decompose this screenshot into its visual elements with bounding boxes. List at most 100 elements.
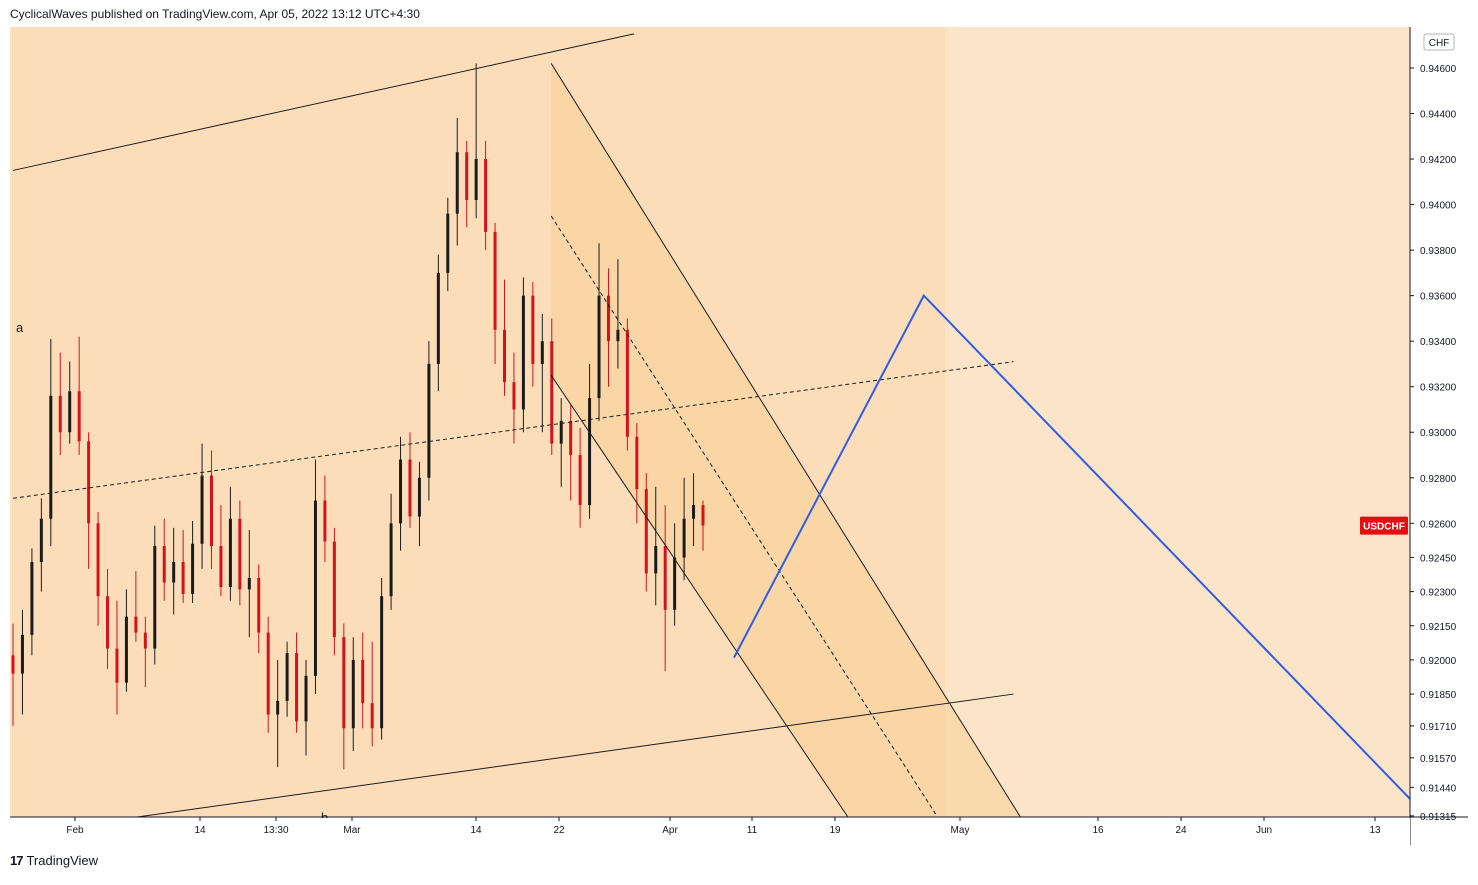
candle-body xyxy=(68,391,72,433)
currency-box xyxy=(1423,33,1455,51)
candle-body xyxy=(124,616,128,683)
price-tick-label: 0.91315 xyxy=(1420,812,1457,823)
candle-body xyxy=(323,500,327,542)
candles xyxy=(11,63,705,770)
candle-body xyxy=(342,637,346,729)
price-tick-label: 0.91440 xyxy=(1420,783,1457,794)
time-tick-label: 22 xyxy=(553,825,565,836)
candle-body xyxy=(58,395,62,433)
price-tick-label: 0.92300 xyxy=(1420,588,1457,599)
tradingview-logo[interactable]: 17 TradingView xyxy=(10,853,98,868)
price-tick-label: 0.91850 xyxy=(1420,690,1457,701)
candle-body xyxy=(20,634,24,674)
symbol-price-badge[interactable] xyxy=(1360,516,1408,535)
axes: CHF 0.94600 0.94400 0.94200 0.94000 0.93800 0.… xyxy=(10,27,1468,846)
price-tick-label: 0.93800 xyxy=(1420,246,1457,257)
price-tick-label: 0.94400 xyxy=(1420,110,1457,121)
wide-channel-lower-line xyxy=(137,693,1014,818)
candle-body xyxy=(512,382,516,410)
down-channel-lower-line xyxy=(550,375,849,818)
price-tick-label: 0.92450 xyxy=(1420,553,1457,564)
candle-body xyxy=(332,541,336,638)
candle-body xyxy=(455,152,459,214)
time-tick-label: 11 xyxy=(747,825,758,836)
candle-body xyxy=(172,562,176,583)
candle-body xyxy=(247,577,251,590)
candle-body xyxy=(11,655,15,674)
candle-body xyxy=(238,518,242,590)
candle-body xyxy=(285,653,289,701)
candle-body xyxy=(115,648,119,683)
price-tick-label: 0.93400 xyxy=(1420,337,1457,348)
candle-body xyxy=(436,272,440,364)
time-tick-label: 24 xyxy=(1175,825,1187,836)
price-tick-label: 0.92000 xyxy=(1420,656,1457,667)
candle-body xyxy=(313,500,317,676)
currency-label: CHF xyxy=(1429,38,1450,49)
wave-label-a: a xyxy=(16,320,24,335)
candle-body xyxy=(493,231,497,330)
projection-path xyxy=(733,293,1429,818)
candle-body xyxy=(503,329,507,383)
candle-body xyxy=(606,295,610,342)
candle-body xyxy=(521,295,525,410)
time-tick-label: 16 xyxy=(1092,825,1104,836)
candle-body xyxy=(162,546,166,583)
time-tick-label: 19 xyxy=(829,825,841,836)
candle-body xyxy=(30,562,34,635)
candle-body xyxy=(219,546,223,588)
candle-body xyxy=(276,700,280,715)
candle-body xyxy=(87,441,91,524)
time-tick-label: Apr xyxy=(662,825,678,836)
price-tick-label: 0.91710 xyxy=(1420,722,1457,733)
down-channel-mid-line xyxy=(550,215,939,818)
drawings: ab xyxy=(12,33,1429,825)
tradingview-logo-icon: 17 xyxy=(10,853,24,868)
candle-body xyxy=(569,420,573,456)
candle-body xyxy=(351,659,355,729)
price-axis-background xyxy=(1410,27,1468,817)
candle-body xyxy=(266,632,270,715)
time-tick-label: 14 xyxy=(194,825,206,836)
candle-body xyxy=(663,546,667,610)
candle-body xyxy=(200,475,204,544)
time-tick-label: 13:30 xyxy=(263,825,288,836)
time-tick-label: Jun xyxy=(1256,825,1272,836)
price-tick-label: 0.92150 xyxy=(1420,622,1457,633)
candle-body xyxy=(635,436,639,490)
candle-body xyxy=(427,363,431,478)
candle-body xyxy=(257,577,261,633)
candle-body xyxy=(39,518,43,563)
tradingview-brand: TradingView xyxy=(26,853,99,868)
candle-body xyxy=(370,703,374,729)
candle-body xyxy=(701,505,705,526)
candle-body xyxy=(49,395,53,519)
time-tick-label: 14 xyxy=(470,825,482,836)
candle-body xyxy=(654,546,658,574)
candle-body xyxy=(361,659,365,704)
price-tick-label: 0.93000 xyxy=(1420,428,1457,439)
down-channel-upper-line xyxy=(550,63,1021,818)
candle-body xyxy=(143,632,147,649)
symbol-price-label: USDCHF xyxy=(1363,522,1405,533)
candle-body xyxy=(625,329,629,437)
candle-body xyxy=(191,543,195,594)
candle-body xyxy=(673,557,677,610)
price-tick-label: 0.94200 xyxy=(1420,155,1457,166)
price-tick-label: 0.92600 xyxy=(1420,519,1457,530)
candle-body xyxy=(531,295,535,364)
candle-body xyxy=(474,159,478,201)
publish-attribution: CyclicalWaves published on TradingView.c… xyxy=(10,7,420,21)
candle-body xyxy=(550,341,554,444)
time-axis-background xyxy=(10,818,1410,846)
price-tick-label: 0.91570 xyxy=(1420,754,1457,765)
candle-body xyxy=(153,546,157,649)
candle-body xyxy=(446,213,450,273)
candle-body xyxy=(304,675,308,722)
candle-body xyxy=(616,329,620,342)
candle-body xyxy=(597,295,601,399)
candle-body xyxy=(559,420,563,444)
candle-body xyxy=(96,523,100,597)
